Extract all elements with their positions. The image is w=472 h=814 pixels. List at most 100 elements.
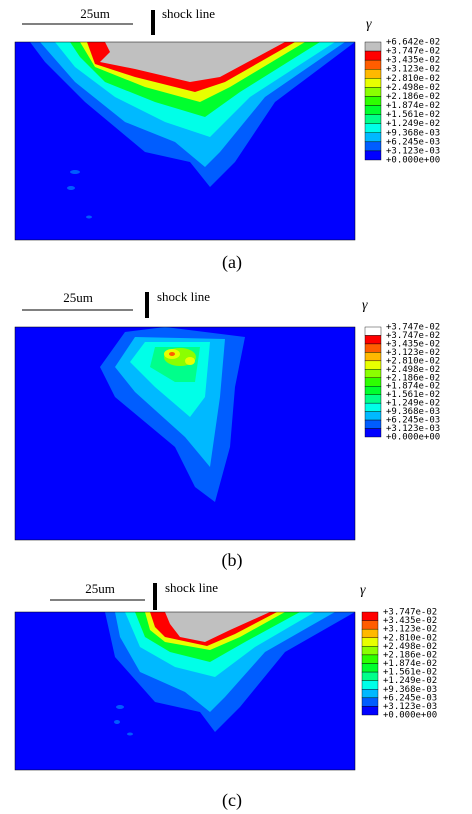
- legend-label: +6.245e-03: [383, 693, 437, 703]
- legend-label: +9.368e-03: [386, 407, 440, 417]
- legend-swatch: [364, 132, 382, 143]
- legend-swatch: [364, 87, 382, 97]
- scale-label: 25um: [85, 581, 115, 596]
- legend-swatch: [364, 343, 382, 353]
- caption: (b): [222, 550, 243, 571]
- legend-label: +3.123e-03: [386, 424, 440, 434]
- legend-title: γ: [360, 583, 366, 598]
- legend-swatch: [364, 59, 382, 70]
- legend-label: +3.435e-02: [386, 56, 440, 66]
- legend-label: +6.245e-03: [386, 137, 440, 147]
- legend-label: +6.245e-03: [386, 416, 440, 426]
- legend-label: +3.747e-02: [383, 608, 437, 618]
- legend-label: +2.186e-02: [383, 650, 437, 660]
- legend-label: +1.249e-02: [386, 399, 440, 409]
- legend-swatch: [361, 628, 379, 638]
- shock-marker: [153, 583, 157, 610]
- legend-label: +1.874e-02: [383, 659, 437, 669]
- caption: (c): [222, 790, 242, 811]
- legend-label: +3.123e-03: [383, 702, 437, 712]
- scale-label: 25um: [63, 290, 93, 305]
- legend-label: +2.810e-02: [386, 356, 440, 366]
- legend-swatch: [364, 360, 382, 370]
- legend-swatch: [364, 50, 382, 61]
- legend-swatch: [361, 680, 379, 690]
- legend-swatch: [364, 141, 382, 152]
- caption: (a): [222, 252, 242, 273]
- legend-title: γ: [362, 298, 368, 313]
- legend-swatch: [364, 352, 382, 362]
- legend-label: +3.123e-02: [383, 625, 437, 635]
- legend-swatch: [364, 96, 382, 106]
- legend-label: +1.874e-02: [386, 382, 440, 392]
- panel-c: 25um shock line γ (c): [14, 580, 366, 811]
- panel-a: 25um shock line γ (a): [14, 6, 372, 273]
- legend-label: +3.747e-02: [386, 323, 440, 333]
- legend-swatch: [361, 689, 379, 699]
- legend-label: +9.368e-03: [386, 128, 440, 138]
- shock-marker: [151, 10, 155, 35]
- legend-swatch: [364, 428, 382, 438]
- contour-plot: [14, 326, 356, 541]
- legend-label: +0.000e+00: [386, 433, 440, 443]
- legend-swatch: [364, 326, 382, 336]
- legend-swatch: [364, 105, 382, 115]
- legend-swatch: [364, 41, 382, 52]
- legend-label: +2.498e-02: [386, 83, 440, 93]
- contour-plot: [14, 611, 356, 771]
- contour-plot: [14, 41, 356, 241]
- legend-label: +2.186e-02: [386, 373, 440, 383]
- legend-swatch: [361, 706, 379, 716]
- legend-swatch: [364, 369, 382, 378]
- legend-swatch: [361, 697, 379, 707]
- legend-label: +3.123e-02: [386, 348, 440, 358]
- legend-label: +2.810e-02: [383, 633, 437, 643]
- legend-swatch: [364, 411, 382, 421]
- legend-swatch: [361, 663, 379, 673]
- legend-label: +1.874e-02: [386, 101, 440, 111]
- legend-label: +3.123e-03: [386, 146, 440, 156]
- legend-swatch: [364, 123, 382, 133]
- shock-marker: [145, 292, 149, 318]
- marker-label: shock line: [157, 289, 210, 304]
- legend-label: +1.561e-02: [383, 668, 437, 678]
- legend-label: +1.561e-02: [386, 390, 440, 400]
- legend-label: +2.186e-02: [386, 92, 440, 102]
- legend-label: +1.249e-02: [383, 676, 437, 686]
- marker-label: shock line: [165, 580, 218, 595]
- legend-swatch: [364, 377, 382, 387]
- legend-swatch: [364, 78, 382, 88]
- legend-label: +3.747e-02: [386, 331, 440, 341]
- legend-swatch: [361, 646, 379, 656]
- marker-label: shock line: [162, 6, 215, 21]
- legend-label: +3.435e-02: [386, 339, 440, 349]
- legend-swatch: [364, 386, 382, 395]
- legend-swatch: [361, 620, 379, 630]
- legend-label: +1.249e-02: [386, 119, 440, 129]
- legend-label: +6.642e-02: [386, 38, 440, 48]
- legend-swatch: [364, 335, 382, 345]
- legend-label: +9.368e-03: [383, 685, 437, 695]
- legend-swatch: [364, 394, 382, 404]
- legend-label: +0.000e+00: [386, 156, 440, 166]
- legend-label: +1.561e-02: [386, 110, 440, 120]
- legend-label: +3.435e-02: [383, 616, 437, 626]
- legend-swatch: [364, 402, 382, 412]
- legend-label: +0.000e+00: [383, 711, 437, 721]
- scale-label: 25um: [80, 6, 110, 21]
- legend-swatch: [361, 654, 379, 664]
- legend-label: +2.810e-02: [386, 74, 440, 84]
- legend-swatch: [364, 419, 382, 429]
- legend-label: +2.498e-02: [383, 642, 437, 652]
- legend-title: γ: [366, 17, 372, 32]
- legend-swatch: [364, 69, 382, 79]
- legend-swatch: [361, 637, 379, 647]
- legend-swatch: [361, 611, 379, 621]
- legend-label: +3.123e-02: [386, 65, 440, 75]
- legend-swatch: [364, 114, 382, 124]
- panel-b: 25um shock line γ (b): [14, 289, 368, 571]
- legend-label: +2.498e-02: [386, 365, 440, 375]
- legend-swatch: [364, 150, 382, 161]
- legend-label: +3.747e-02: [386, 47, 440, 57]
